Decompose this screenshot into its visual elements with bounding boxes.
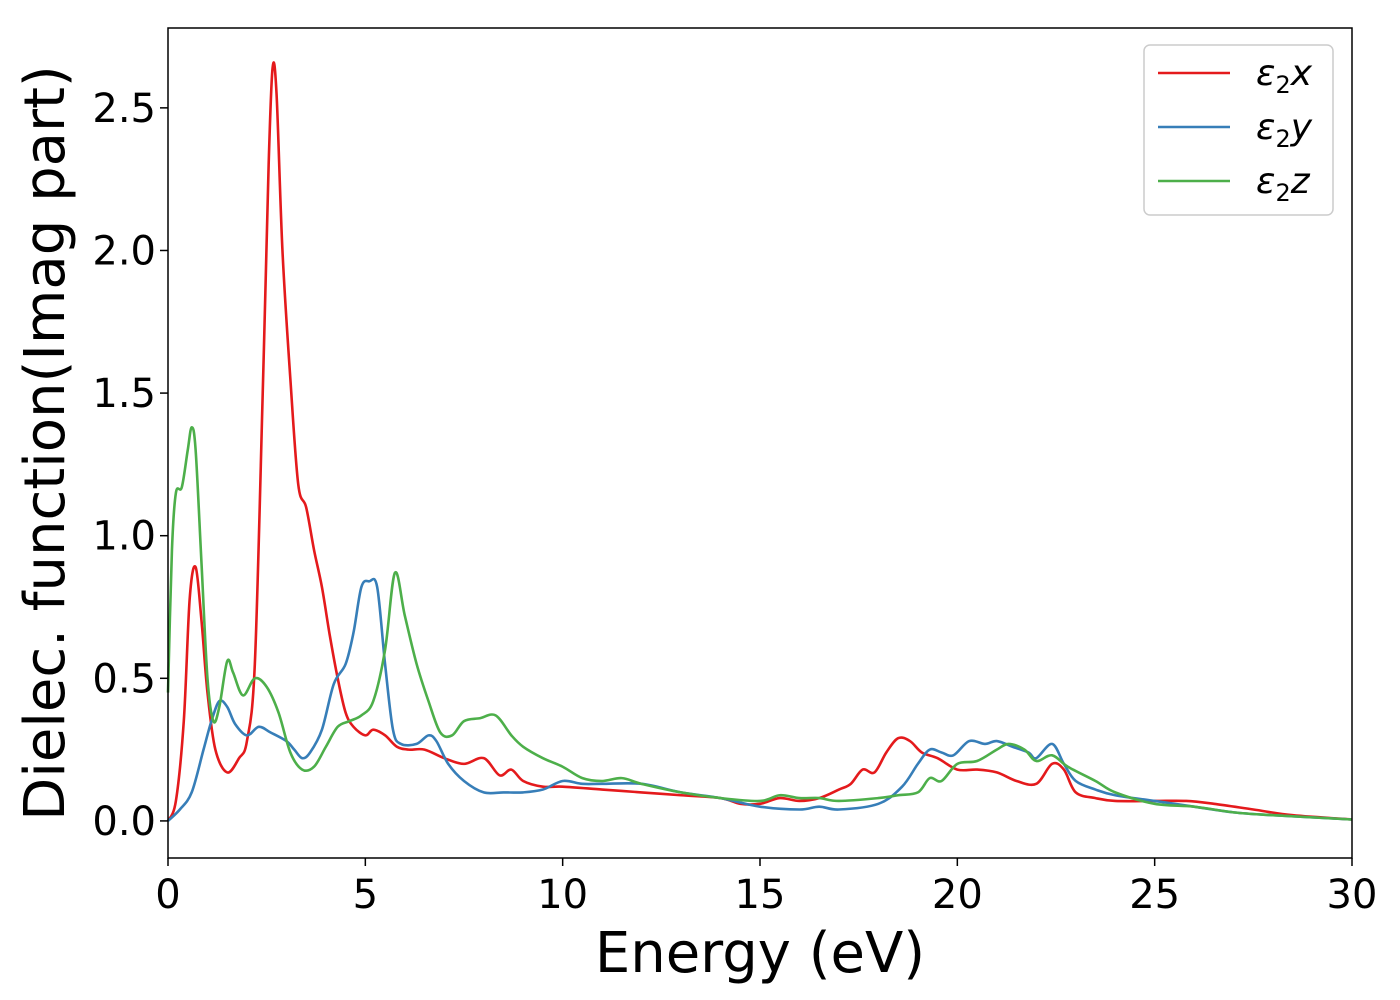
series-line-x bbox=[166, 61, 1353, 822]
x-axis-title: Energy (eV) bbox=[595, 921, 925, 986]
x-tick-label: 25 bbox=[1129, 872, 1180, 918]
y-tick-label: 0.5 bbox=[92, 656, 156, 702]
legend-label-subscript: 2 bbox=[1275, 71, 1290, 99]
y-tick-label: 1.5 bbox=[92, 371, 156, 417]
y-tick-label: 1.0 bbox=[92, 514, 156, 560]
y-tick-label: 2.5 bbox=[92, 86, 156, 132]
x-axis-ticks: 0 5 10 15 20 25 30 bbox=[155, 858, 1377, 918]
y-axis-title: Dielec. function(Imag part) bbox=[13, 65, 78, 821]
y-tick-label: 2.0 bbox=[92, 228, 156, 274]
series-layer bbox=[166, 61, 1353, 822]
x-tick-label: 0 bbox=[155, 872, 180, 918]
x-tick-label: 10 bbox=[537, 872, 588, 918]
legend-label-base: ε bbox=[1256, 53, 1275, 94]
legend-label-axis: z bbox=[1290, 161, 1311, 202]
series-line-z bbox=[166, 426, 1353, 821]
x-tick-label: 5 bbox=[353, 872, 378, 918]
legend-box bbox=[1143, 44, 1334, 216]
legend-label-subscript: 2 bbox=[1275, 125, 1290, 153]
x-tick-label: 20 bbox=[932, 872, 983, 918]
legend-label-axis: x bbox=[1290, 53, 1313, 94]
legend-label-base: ε bbox=[1256, 161, 1275, 202]
legend-label-y: ε2y bbox=[1256, 107, 1313, 153]
x-tick-label: 15 bbox=[735, 872, 786, 918]
y-axis-ticks: 0.0 0.5 1.0 1.5 2.0 2.5 bbox=[92, 86, 168, 845]
legend-label-z: ε2z bbox=[1256, 161, 1311, 207]
legend-label-subscript: 2 bbox=[1275, 179, 1290, 207]
y-tick-label: 0.0 bbox=[92, 799, 156, 845]
legend-label-base: ε bbox=[1256, 107, 1275, 148]
x-tick-label: 30 bbox=[1327, 872, 1378, 918]
legend-label-axis: y bbox=[1290, 107, 1313, 148]
legend-label-x: ε2x bbox=[1256, 53, 1313, 99]
